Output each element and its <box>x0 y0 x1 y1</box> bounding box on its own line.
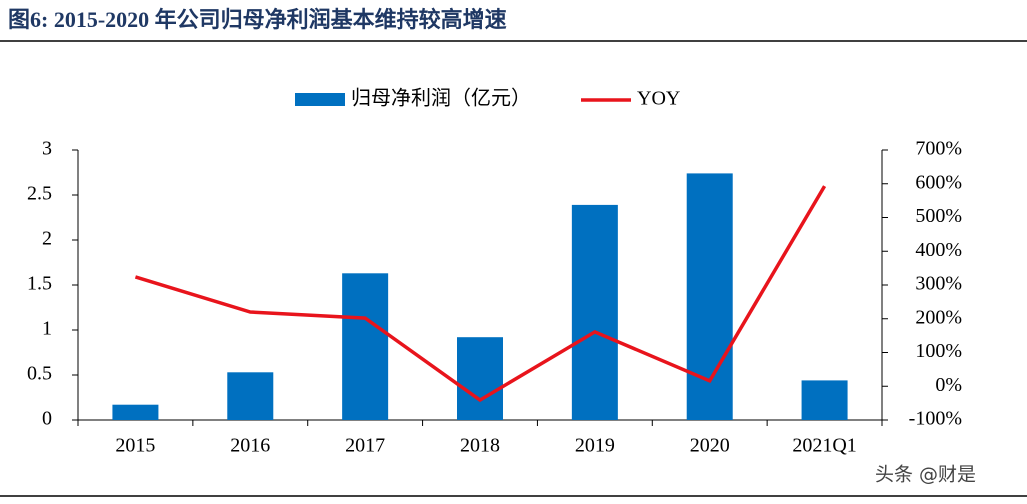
y2-tick-label: 300% <box>915 273 962 295</box>
y2-tick-label: 400% <box>915 239 962 261</box>
y-tick-label: 1 <box>42 318 52 340</box>
x-tick-label: 2017 <box>345 435 385 457</box>
x-tick-label: 2021Q1 <box>792 435 856 457</box>
y2-tick-label: -100% <box>909 408 962 430</box>
y-tick-label: 1.5 <box>27 273 52 295</box>
legend-label: YOY <box>637 88 680 110</box>
y-tick-label: 3 <box>42 138 52 160</box>
y2-tick-label: 600% <box>915 171 962 193</box>
bar <box>342 273 389 420</box>
bar <box>227 372 274 420</box>
x-tick-label: 2016 <box>230 435 270 457</box>
bar <box>686 173 733 420</box>
bar <box>112 404 159 420</box>
y-tick-label: 0.5 <box>27 363 52 385</box>
x-tick-label: 2020 <box>690 435 730 457</box>
bar <box>571 204 618 420</box>
x-tick-label: 2015 <box>115 435 155 457</box>
y2-tick-label: 500% <box>915 205 962 227</box>
y2-tick-label: 200% <box>915 306 962 328</box>
y-tick-label: 2 <box>42 228 52 250</box>
legend-swatch <box>295 93 345 106</box>
y-tick-label: 0 <box>42 408 52 430</box>
y2-tick-label: 700% <box>915 138 962 160</box>
x-tick-label: 2018 <box>460 435 500 457</box>
chart-title: 图6: 2015-2020 年公司归母净利润基本维持较高增速 <box>8 7 507 32</box>
legend-label: 归母净利润（亿元） <box>351 87 531 110</box>
bar <box>457 337 503 420</box>
line <box>134 185 827 403</box>
y2-tick-label: 100% <box>915 340 962 362</box>
watermark: 头条 @财是 <box>875 464 976 486</box>
bar <box>801 380 848 420</box>
y2-tick-label: 0% <box>935 374 962 396</box>
x-tick-label: 2019 <box>575 435 615 457</box>
y-tick-label: 2.5 <box>27 183 52 205</box>
